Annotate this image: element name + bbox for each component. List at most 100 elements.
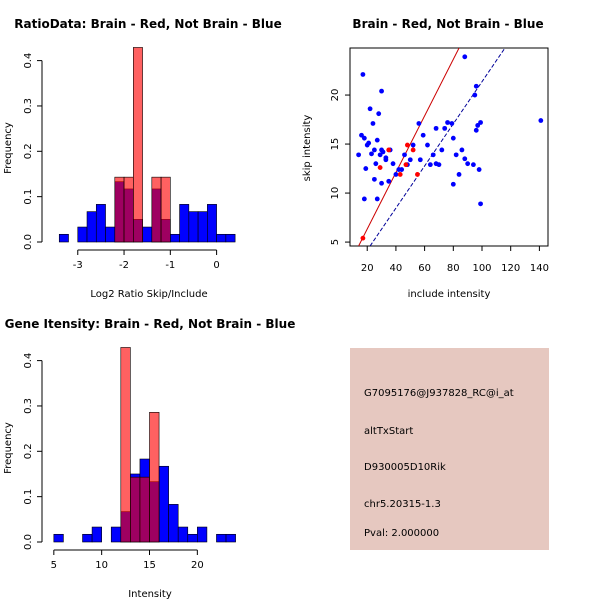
blue-point	[379, 180, 384, 186]
ratio-histogram-xlabel: Log2 Ratio Skip/Include	[90, 289, 207, 300]
probe-id-text: G7095176@J937828_RC@i_at	[364, 388, 514, 399]
y-tick-label: 0.2	[23, 443, 34, 459]
scatter-title: Brain - Red, Not Brain - Blue	[352, 17, 543, 31]
event-type-text: altTxStart	[364, 426, 413, 437]
blue-point	[450, 181, 456, 187]
red-bar	[133, 47, 143, 243]
info-panel: G7095176@J937828_RC@i_at altTxStart D930…	[350, 348, 549, 550]
scatter-axes: 20 40 60 80 100 120 140 5 10 15 20	[330, 89, 549, 274]
blue-point	[538, 118, 544, 123]
blue-point	[425, 142, 430, 148]
red-point	[397, 172, 403, 177]
red-bar	[160, 176, 171, 243]
x-tick-label: 15	[143, 560, 156, 571]
ratio-histogram-ylabel: Frequency	[3, 122, 14, 174]
blue-point	[371, 147, 377, 153]
blue-point	[427, 162, 433, 168]
blue-bar	[177, 526, 189, 543]
x-tick-label: 120	[501, 263, 520, 274]
gene-name-text: D930005D10Rik	[364, 462, 446, 473]
ratio-histogram-axes: -3 -2 -1 0 0.0 0.1 0.2 0.3 0.4	[23, 53, 220, 271]
blue-point	[420, 132, 426, 138]
blue-point	[373, 161, 379, 167]
blue-bar	[91, 526, 102, 543]
blue-bar	[179, 204, 190, 243]
blue-point	[380, 149, 386, 155]
x-tick-label: 5	[51, 560, 57, 571]
blue-point	[478, 120, 483, 125]
blue-bar	[82, 533, 93, 543]
blue-point	[369, 151, 374, 157]
blue-point	[374, 137, 380, 143]
y-tick-label: 0.4	[23, 53, 34, 69]
blue-point	[462, 54, 468, 60]
blue-point	[465, 161, 471, 167]
y-tick-label: 20	[330, 89, 341, 102]
blue-point	[407, 157, 413, 163]
blue-point	[361, 196, 367, 202]
blue-bar	[197, 526, 208, 543]
blue-bar	[77, 226, 88, 243]
red-bar	[114, 176, 125, 243]
intensity-histogram-xlabel: Intensity	[128, 589, 172, 600]
blue-point	[470, 162, 476, 168]
red-point	[404, 142, 410, 148]
y-tick-label: 15	[330, 138, 341, 151]
blue-bar	[225, 233, 236, 243]
blue-bar	[187, 533, 198, 543]
x-tick-label: 100	[472, 263, 491, 274]
red-point	[386, 147, 392, 153]
blue-bar	[95, 204, 106, 243]
blue-point	[436, 162, 442, 168]
blue-point	[456, 172, 462, 177]
x-tick-label: 60	[418, 263, 431, 274]
blue-point	[410, 142, 416, 148]
scatter-plot-frame	[349, 47, 549, 247]
blue-point	[379, 88, 384, 94]
pval-text: Pval: 2.000000	[364, 528, 439, 539]
blue-point	[478, 201, 483, 207]
blue-point	[417, 157, 423, 163]
scatter-xlabel: include intensity	[408, 289, 491, 300]
red-bar	[149, 412, 160, 543]
blue-point	[386, 178, 392, 184]
blue-bar	[216, 533, 227, 543]
blue-point	[449, 121, 455, 126]
blue-bar	[170, 233, 180, 243]
blue-fit-line	[369, 48, 506, 246]
y-tick-label: 0.4	[23, 353, 34, 369]
red-point	[377, 165, 383, 170]
x-tick-label: 20	[191, 560, 204, 571]
ratio-histogram-panel: RatioData: Brain - Red, Not Brain - Blue…	[3, 17, 282, 300]
intensity-histogram-panel: Gene Itensity: Brain - Red, Not Brain - …	[3, 317, 295, 600]
blue-point	[445, 120, 450, 125]
blue-bar	[53, 533, 64, 543]
x-tick-label: 0	[213, 260, 219, 271]
blue-point	[396, 167, 402, 172]
red-fit-line	[358, 48, 460, 246]
blue-point	[364, 142, 370, 148]
blue-point	[370, 121, 376, 126]
x-tick-label: 80	[447, 263, 460, 274]
blue-bar	[168, 504, 179, 543]
intensity-histogram-axes: 5 10 15 20 0.0 0.1 0.2 0.3 0.4	[23, 353, 204, 571]
blue-point	[390, 161, 396, 167]
blue-point	[363, 166, 369, 171]
blue-bar	[158, 465, 169, 543]
intensity-histogram-title: Gene Itensity: Brain - Red, Not Brain - …	[5, 317, 296, 331]
blue-point	[402, 152, 407, 158]
blue-bar	[58, 233, 69, 243]
intensity-scatter-panel: Brain - Red, Not Brain - Blue 20 40 60 80 10…	[302, 17, 549, 300]
y-tick-label: 0.0	[23, 234, 34, 250]
y-tick-label: 0.1	[23, 189, 34, 205]
scatter-points	[356, 54, 544, 241]
y-tick-label: 0.3	[23, 398, 34, 414]
blue-bar	[225, 533, 236, 543]
red-bar	[139, 476, 150, 543]
blue-point	[374, 196, 380, 202]
red-point	[403, 162, 409, 168]
red-bar	[151, 176, 162, 243]
blue-point	[473, 83, 479, 89]
blue-point	[459, 147, 465, 153]
y-tick-label: 0.1	[23, 489, 34, 505]
